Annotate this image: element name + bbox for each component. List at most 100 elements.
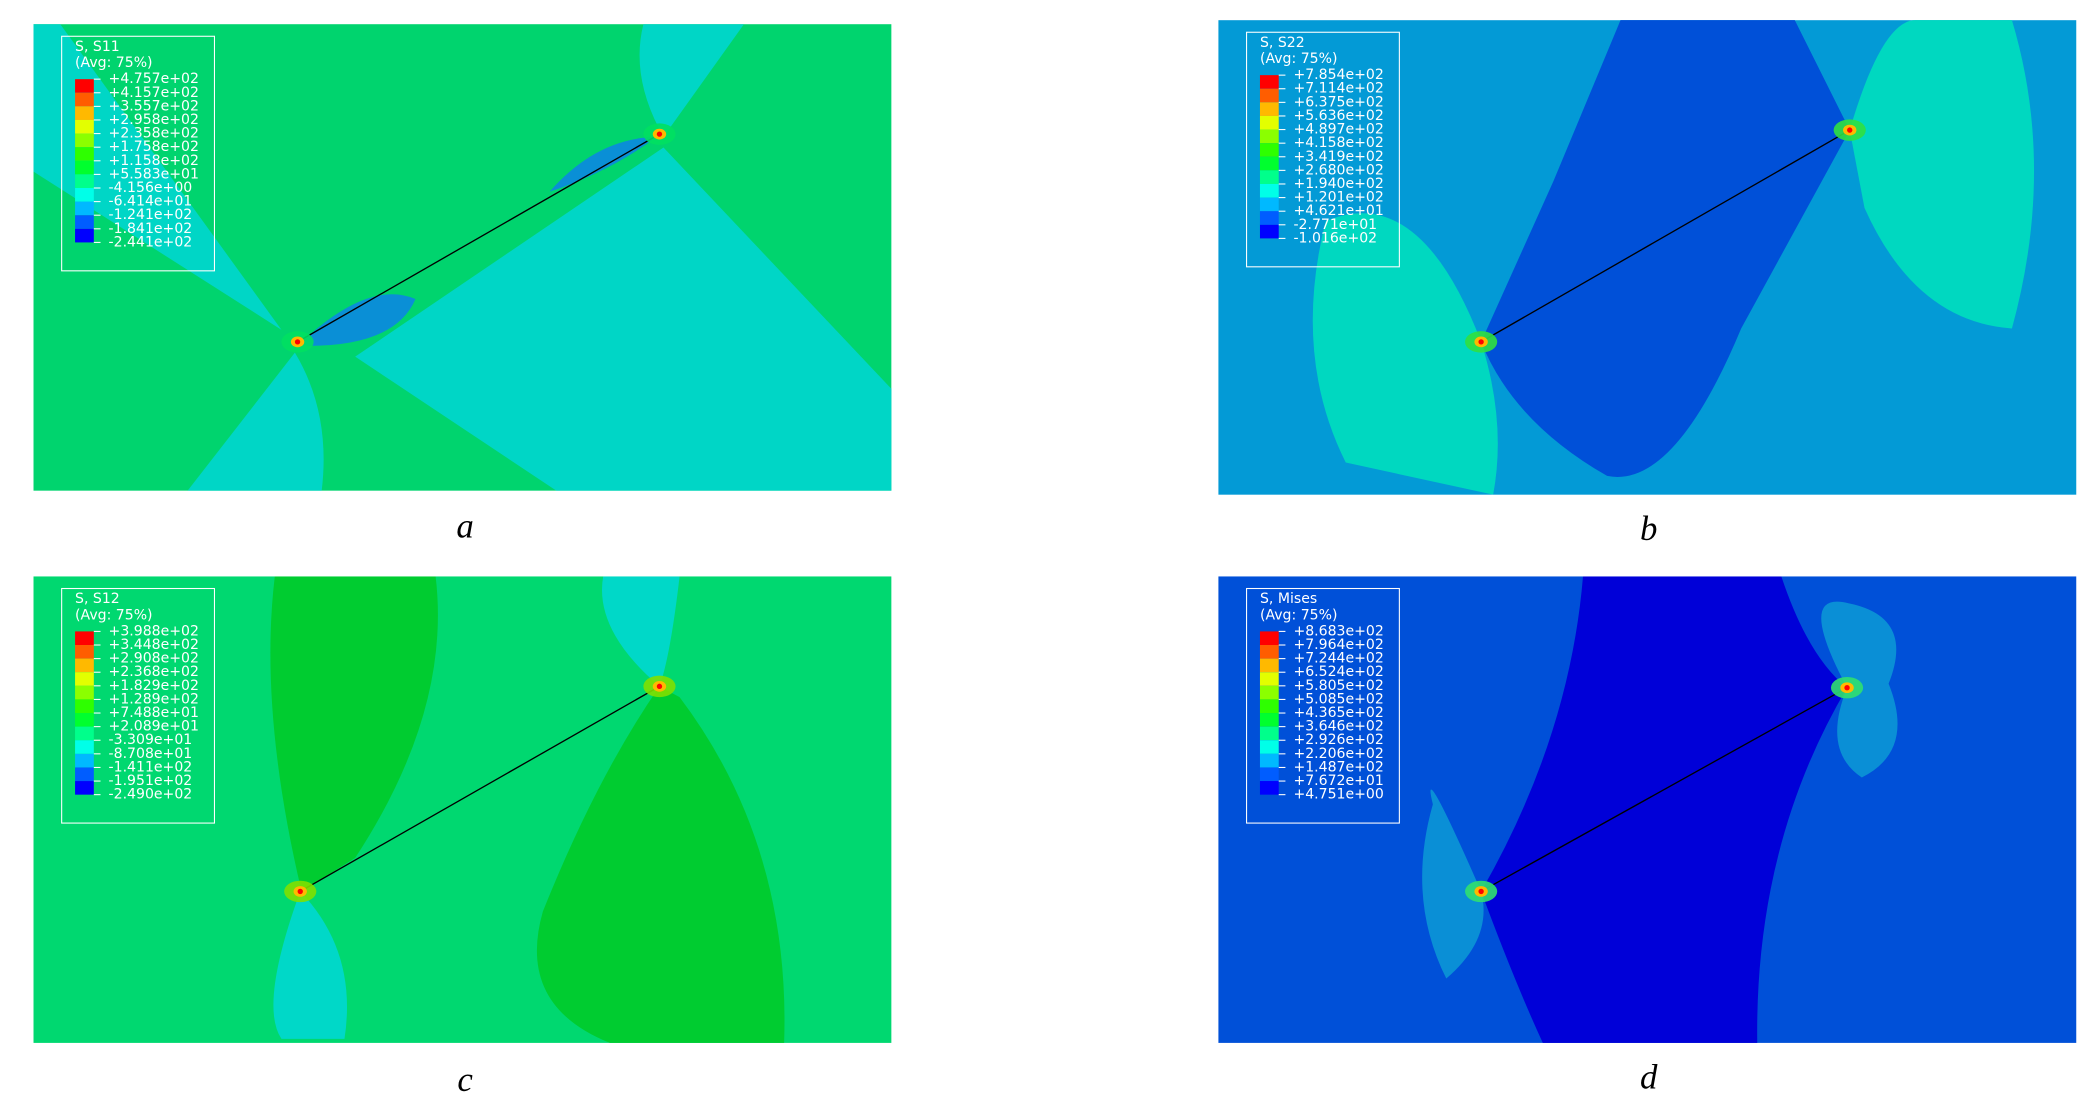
contour-region: [1849, 20, 2035, 329]
contour-region: [33, 24, 282, 330]
legend-swatch: [1259, 170, 1279, 184]
legend-swatch: [75, 174, 94, 189]
legend-level: +1.158e+02: [109, 153, 199, 169]
legend-subtitle: (Avg: 75%): [75, 607, 152, 623]
contour-region: [355, 147, 892, 491]
legend-level: +7.964e+02: [1293, 637, 1383, 653]
legend-level: +8.683e+02: [1293, 623, 1383, 639]
legend-swatch: [75, 631, 94, 646]
legend-level: +7.854e+02: [1293, 67, 1383, 83]
legend-swatch: [75, 188, 94, 202]
legend-title: S, S12: [75, 591, 120, 607]
contour-plot: S, S11(Avg: 75%)+4.757e+02+4.157e+02+3.5…: [33, 24, 892, 491]
legend-swatch: [1259, 143, 1279, 157]
tip-zone: [297, 888, 303, 895]
legend-swatch: [1259, 102, 1279, 116]
legend-swatch: [75, 726, 94, 741]
legend-swatch: [1259, 88, 1279, 103]
legend-swatch: [75, 645, 94, 659]
legend-level: -8.708e+01: [109, 746, 193, 762]
crack: [1480, 129, 1851, 343]
legend-swatch: [1259, 197, 1279, 212]
tip-zone: [1847, 127, 1853, 133]
legend-swatch: [1259, 183, 1279, 198]
legend-swatch: [1259, 767, 1279, 782]
legend-swatch: [75, 215, 94, 229]
legend-level: +1.289e+02: [109, 691, 199, 707]
panel-label: b: [1640, 509, 1657, 548]
legend-swatch: [75, 713, 94, 727]
contour-region: [273, 891, 348, 1039]
legend-level: +4.158e+02: [1293, 135, 1383, 151]
contour-region: [1481, 20, 1850, 477]
legend-level: +4.621e+01: [1293, 203, 1383, 219]
contour-region: [1312, 213, 1498, 495]
legend-level: +5.636e+02: [1293, 108, 1383, 124]
contour-region: [639, 24, 744, 137]
legend-level: -1.951e+02: [109, 773, 193, 789]
legend-level: +4.157e+02: [109, 85, 199, 101]
legend-level: +4.365e+02: [1293, 705, 1383, 721]
legend-box: [61, 35, 215, 272]
legend-level: +2.680e+02: [1293, 162, 1383, 178]
legend-level: -6.414e+01: [109, 194, 193, 210]
legend-swatch: [75, 781, 94, 795]
legend-level: +2.368e+02: [109, 664, 199, 680]
legend-level: +2.958e+02: [109, 112, 199, 128]
legend-swatch: [1259, 753, 1279, 768]
legend-level: +6.524e+02: [1293, 664, 1383, 680]
legend-swatch: [1259, 75, 1279, 89]
legend-swatch: [1259, 631, 1279, 646]
legend-level: +1.829e+02: [109, 678, 199, 694]
legend-swatch: [1259, 129, 1279, 144]
legend-swatch: [1259, 115, 1279, 130]
contour-plot: S, S12(Avg: 75%)+3.988e+02+3.448e+02+2.9…: [33, 576, 892, 1043]
legend-swatch: [75, 740, 94, 754]
legend-level: +3.988e+02: [109, 623, 199, 639]
contour-plot: S, S22(Avg: 75%)+7.854e+02+7.114e+02+6.3…: [1218, 20, 2077, 495]
legend-swatch: [1259, 740, 1279, 754]
legend-level: -4.156e+00: [109, 180, 193, 196]
legend-level: +1.940e+02: [1293, 176, 1383, 192]
legend-swatch: [75, 753, 94, 768]
legend-level: +4.757e+02: [109, 71, 199, 87]
contour-plot: S, Mises(Avg: 75%)+8.683e+02+7.964e+02+7…: [1218, 576, 2077, 1043]
contour-region: [602, 576, 680, 687]
crack: [297, 133, 660, 343]
legend-swatch: [1259, 645, 1279, 659]
legend-swatch: [75, 699, 94, 714]
legend-swatch: [1259, 211, 1279, 225]
legend-level: +3.646e+02: [1293, 719, 1383, 735]
legend-level: +7.488e+01: [109, 705, 199, 721]
legend-level: +4.751e+00: [1293, 787, 1383, 803]
legend-level: +7.672e+01: [1293, 773, 1383, 789]
legend-level: +5.085e+02: [1293, 691, 1383, 707]
contour-region: [1481, 576, 1848, 1043]
legend-level: +3.419e+02: [1293, 149, 1383, 165]
legend-swatch: [75, 672, 94, 686]
legend-level: -1.841e+02: [109, 221, 193, 237]
legend-swatch: [75, 147, 94, 161]
legend-level: +3.448e+02: [109, 637, 199, 653]
legend-level: +7.244e+02: [1293, 651, 1383, 667]
legend-subtitle: (Avg: 75%): [1260, 51, 1337, 67]
legend-title: S, S11: [75, 39, 120, 55]
tip-zone: [1478, 888, 1484, 895]
legend-level: +5.583e+01: [109, 166, 199, 182]
legend-swatch: [1259, 713, 1279, 727]
legend-swatch: [1259, 726, 1279, 741]
legend-title: S, S22: [1260, 35, 1305, 51]
legend-swatch: [1259, 699, 1279, 714]
legend-level: +2.089e+01: [109, 719, 199, 735]
legend-level: -2.441e+02: [109, 234, 193, 250]
contour-region: [187, 352, 324, 491]
legend-title: S, Mises: [1260, 591, 1317, 607]
legend-subtitle: (Avg: 75%): [1260, 607, 1337, 623]
legend-swatch: [75, 92, 94, 107]
legend-swatch: [1259, 781, 1279, 795]
legend-level: +7.114e+02: [1293, 81, 1383, 97]
legend-level: -1.411e+02: [109, 759, 193, 775]
legend-swatch: [75, 119, 94, 134]
